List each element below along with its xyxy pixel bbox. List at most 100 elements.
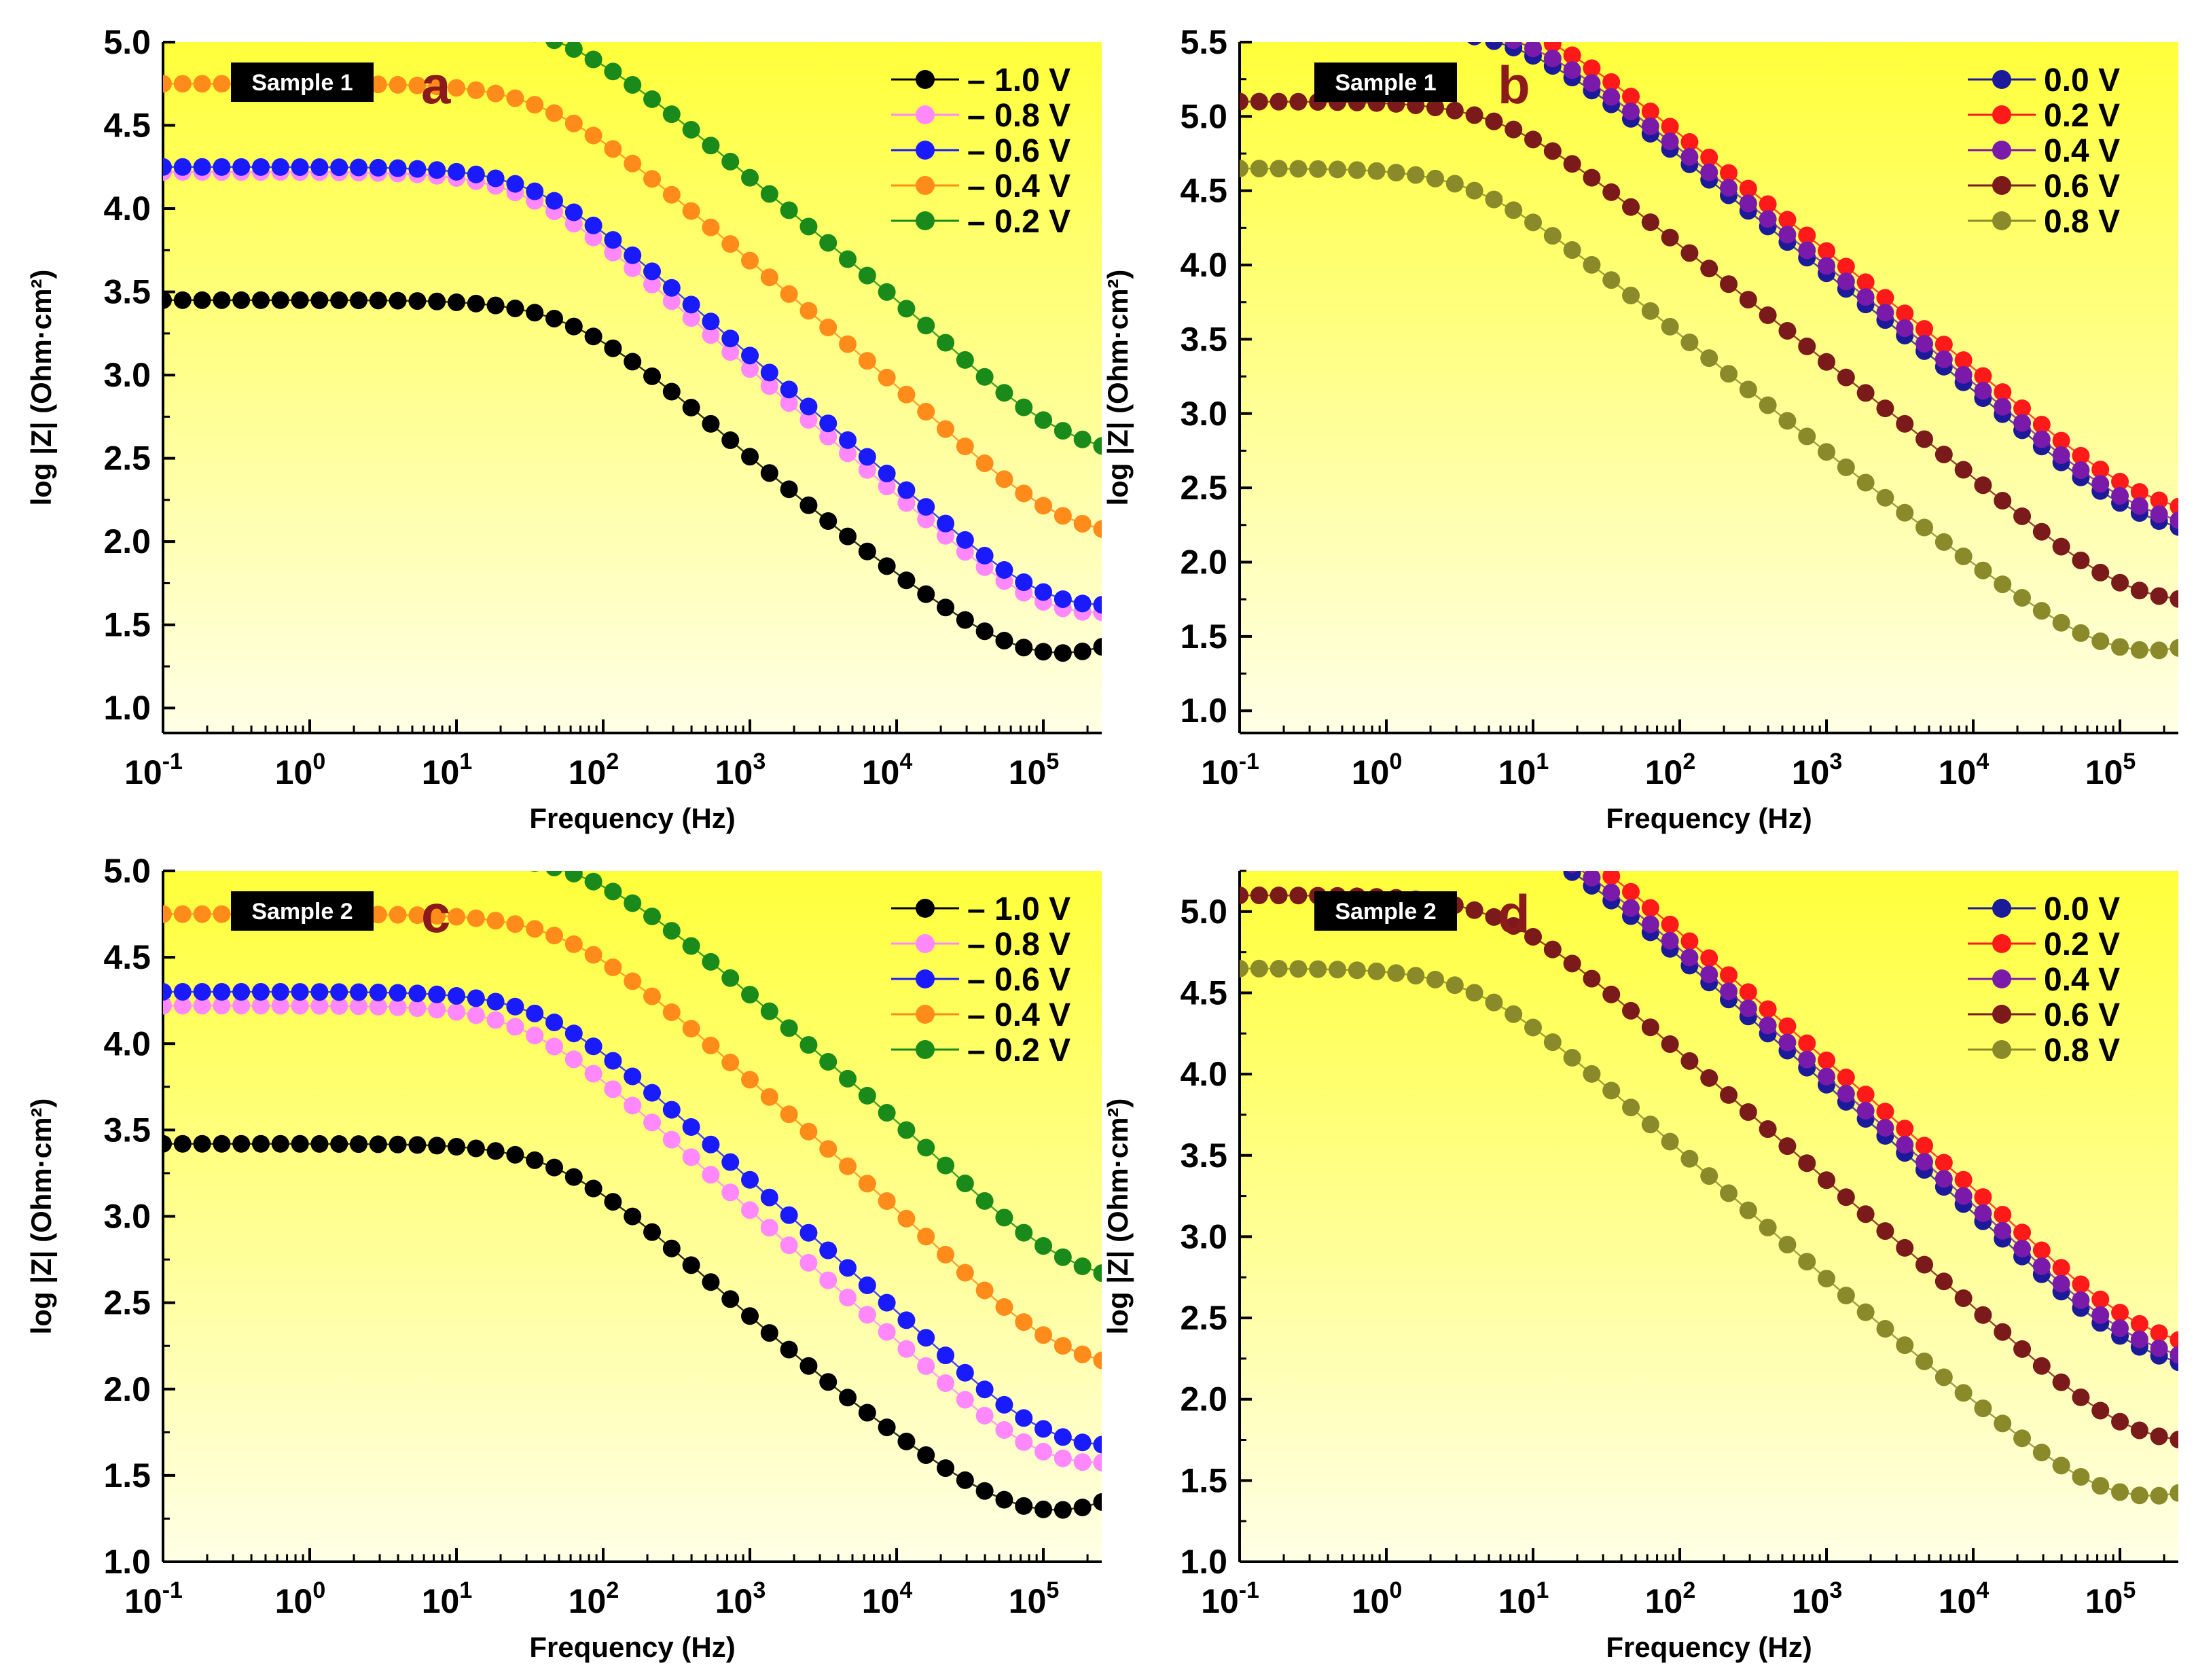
data-point: [780, 1236, 798, 1255]
data-point: [174, 8, 192, 26]
y-tick-label: 5.0: [103, 852, 151, 890]
data-point: [1505, 1005, 1523, 1023]
data-point: [1622, 899, 1640, 917]
data-point: [1954, 1384, 1973, 1402]
data-point: [780, 285, 798, 303]
data-point: [1954, 351, 1973, 370]
y-tick-label: 2.5: [103, 440, 151, 478]
data-point: [1426, 169, 1445, 187]
panel-letter: b: [1498, 55, 1530, 115]
data-point: [682, 309, 700, 327]
data-point: [702, 414, 720, 433]
data-point: [995, 1490, 1013, 1509]
data-point: [2032, 1444, 2051, 1462]
data-point: [741, 251, 759, 270]
data-point: [1485, 818, 1502, 836]
data-point: [2150, 1486, 2168, 1505]
data-point: [2072, 461, 2090, 480]
data-point: [917, 1357, 935, 1375]
data-point: [662, 1003, 681, 1021]
data-point: [643, 275, 662, 293]
data-point: [1231, 18, 1248, 36]
data-point: [584, 126, 602, 145]
data-point: [2091, 461, 2110, 479]
data-point: [213, 982, 231, 1001]
data-point: [1505, 833, 1522, 851]
data-point: [760, 1188, 778, 1207]
x-axis-title: Frequency (Hz): [1606, 802, 1812, 834]
data-point: [975, 454, 994, 472]
data-point: [624, 154, 642, 173]
data-point: [428, 846, 446, 863]
data-point: [1485, 908, 1503, 926]
data-point: [897, 1432, 916, 1450]
data-point: [682, 296, 700, 314]
data-point: [2111, 1319, 2129, 1338]
legend-marker: [916, 969, 935, 988]
data-point: [271, 1134, 289, 1153]
data-point: [1994, 1323, 2012, 1341]
y-tick-label: 3.0: [103, 356, 151, 394]
data-point: [1329, 160, 1347, 179]
data-point: [1896, 1238, 1914, 1257]
data-point: [624, 259, 642, 277]
data-point: [350, 9, 367, 26]
data-point: [193, 982, 211, 1001]
x-tick-label: 10-1: [1201, 749, 1259, 791]
data-point: [291, 8, 309, 26]
x-axis-title: Frequency (Hz): [529, 802, 735, 834]
data-point: [799, 1223, 818, 1242]
data-point: [408, 160, 427, 178]
data-point: [643, 90, 662, 109]
y-axis-title: log |Z| (Ohm·cm²): [25, 1098, 58, 1335]
data-point: [780, 380, 798, 399]
legend-marker: [1992, 211, 2011, 230]
data-point: [858, 1276, 876, 1295]
data-point: [1491, 42, 1497, 43]
data-point: [1485, 826, 1502, 844]
panel-letter: c: [421, 884, 450, 944]
data-point: [1954, 1170, 1973, 1189]
y-tick-label: 3.0: [1180, 1217, 1227, 1255]
data-point: [1485, 802, 1502, 820]
data-point: [1818, 1051, 1836, 1069]
data-point: [1445, 101, 1464, 120]
x-axis-title: Frequency (Hz): [529, 1631, 735, 1663]
x-tick-label: 105: [1009, 1577, 1060, 1620]
data-point: [1543, 142, 1562, 160]
data-point: [1073, 1257, 1092, 1276]
data-point: [1426, 0, 1444, 18]
data-point: [2170, 497, 2178, 516]
y-tick-label: 4.5: [103, 938, 151, 976]
data-point: [448, 162, 466, 181]
data-point: [1641, 1115, 1659, 1134]
data-point: [163, 75, 172, 93]
legend-label: – 0.8 V: [967, 927, 1070, 963]
sample-badge: Sample 2: [231, 891, 374, 931]
data-point: [448, 986, 466, 1005]
legend-marker: [916, 934, 935, 953]
data-point: [721, 343, 740, 361]
data-point: [662, 922, 681, 940]
data-point: [272, 8, 289, 26]
data-point: [2032, 1241, 2051, 1259]
data-point: [1602, 271, 1621, 289]
data-point: [1583, 74, 1601, 92]
data-point: [1934, 336, 1953, 354]
data-point: [624, 894, 642, 912]
data-point: [897, 1121, 916, 1139]
data-point: [350, 158, 368, 177]
data-point: [1426, 792, 1444, 810]
data-point: [1954, 365, 1973, 384]
data-point: [194, 845, 211, 863]
data-point: [643, 262, 662, 281]
data-point: [1915, 1352, 1934, 1370]
data-point: [1622, 102, 1640, 120]
data-point: [584, 872, 602, 891]
sample-badge-bg: [1314, 891, 1457, 931]
data-point: [1531, 42, 1535, 43]
data-point: [878, 1293, 896, 1312]
data-point: [1583, 1065, 1601, 1083]
data-point: [545, 192, 564, 210]
data-point: [858, 352, 876, 370]
